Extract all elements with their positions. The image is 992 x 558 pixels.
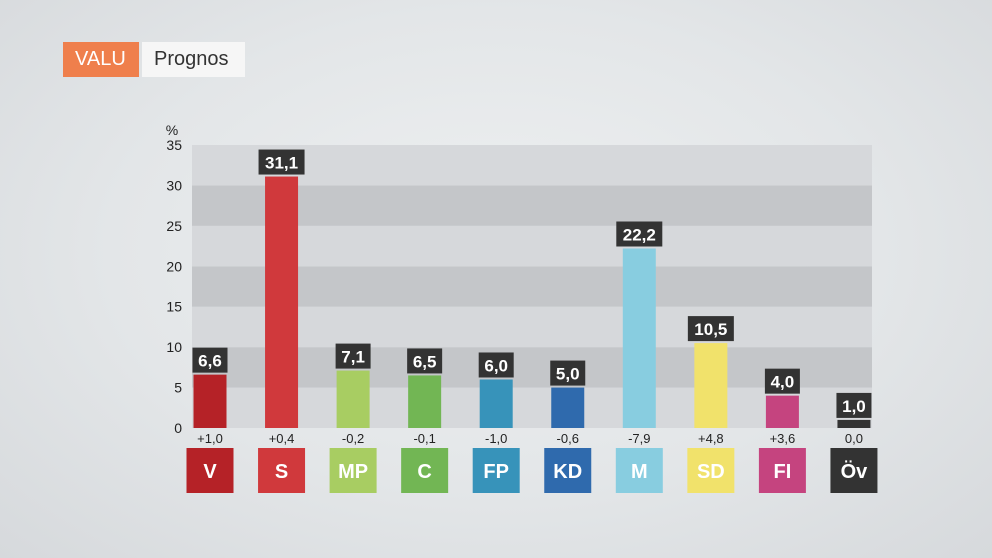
- value-label-box: [335, 343, 371, 369]
- grid-band: [192, 347, 872, 388]
- change-label: -0,6: [557, 431, 579, 446]
- bars: [193, 176, 871, 428]
- change-label: +1,0: [197, 431, 223, 446]
- party-label-box: [615, 448, 663, 493]
- value-label: 6,6: [198, 352, 222, 371]
- party-label: FP: [483, 461, 509, 483]
- valu-badge: VALU: [63, 42, 139, 77]
- change-label: +3,6: [770, 431, 796, 446]
- value-label-box: [478, 352, 514, 378]
- value-label: 1,0: [842, 397, 866, 416]
- value-label: 4,0: [771, 373, 795, 392]
- value-label: 6,0: [484, 356, 508, 375]
- bar-FP: [479, 379, 513, 428]
- change-label: -0,2: [342, 431, 364, 446]
- bar-C: [408, 375, 442, 428]
- y-tick-label: 0: [174, 420, 182, 436]
- change-label: 0,0: [845, 431, 863, 446]
- party-label: MP: [338, 461, 368, 483]
- party-label-box: [687, 448, 735, 493]
- y-tick-label: 15: [166, 299, 182, 315]
- party-label: Öv: [841, 460, 869, 483]
- value-label-box: [192, 347, 228, 373]
- grid-band: [192, 145, 872, 186]
- grid-band: [192, 185, 872, 226]
- bar-MP: [336, 370, 370, 428]
- value-label-box: [764, 368, 800, 394]
- value-label-box: [407, 348, 443, 374]
- value-label: 31,1: [265, 154, 298, 173]
- party-label: KD: [553, 461, 582, 483]
- party-labels: V S MP C FP KD M SD FI Öv: [186, 448, 878, 493]
- bar-Öv: [837, 419, 871, 428]
- party-label-box: [758, 448, 806, 493]
- change-labels: +1,0 +0,4 -0,2 -0,1 -1,0 -0,6 -7,9 +4,8 +3,6 0,0: [197, 431, 863, 446]
- value-label: 7,1: [341, 348, 365, 367]
- party-label: M: [631, 461, 648, 483]
- y-tick-label: 5: [174, 380, 182, 396]
- bar-M: [622, 248, 656, 428]
- value-label-box: [258, 149, 305, 175]
- party-label-box: [329, 448, 377, 493]
- bar-V: [193, 374, 227, 428]
- value-label: 10,5: [694, 320, 727, 339]
- change-label: +0,4: [269, 431, 295, 446]
- party-label: V: [203, 461, 217, 483]
- prognos-badge: Prognos: [142, 42, 245, 77]
- value-label-box: [550, 360, 586, 386]
- y-tick-label: 30: [166, 177, 182, 193]
- header-badges: VALU Prognos: [63, 42, 245, 77]
- party-label: S: [275, 461, 288, 483]
- grid-band: [192, 306, 872, 348]
- y-tick-label: 20: [166, 258, 182, 274]
- grid-bands: [192, 145, 872, 428]
- bar-SD: [694, 343, 728, 428]
- value-label: 5,0: [556, 365, 580, 384]
- value-label: 22,2: [623, 225, 656, 244]
- bar-S: [265, 176, 299, 428]
- y-tick-label: 35: [166, 137, 182, 153]
- bar-KD: [551, 387, 585, 428]
- value-label-box: [836, 392, 872, 418]
- party-label-box: [472, 448, 520, 493]
- bar-FI: [765, 395, 799, 428]
- y-tick-label: 25: [166, 218, 182, 234]
- change-label: -0,1: [413, 431, 435, 446]
- y-axis-ticks: 0 5 10 15 20 25 30 35: [166, 137, 182, 436]
- party-label-box: [258, 448, 306, 493]
- value-label-box: [616, 221, 663, 247]
- grid-band: [192, 266, 872, 307]
- party-label: C: [417, 461, 431, 483]
- party-label-box: [830, 448, 878, 493]
- y-tick-label: 10: [166, 339, 182, 355]
- change-label: -1,0: [485, 431, 507, 446]
- party-label: FI: [774, 461, 792, 483]
- party-label: SD: [697, 461, 725, 483]
- party-label-box: [544, 448, 592, 493]
- grid-band: [192, 387, 872, 428]
- party-label-box: [401, 448, 449, 493]
- grid-band: [192, 225, 872, 267]
- change-label: +4,8: [698, 431, 724, 446]
- y-axis-unit: %: [166, 122, 178, 138]
- party-label-box: [186, 448, 234, 493]
- value-label-box: [687, 316, 734, 342]
- change-label: -7,9: [628, 431, 650, 446]
- value-labels: 6,6 31,1 7,1 6,5 6,0 5,0 22,2 10,5 4,0 1,0: [192, 149, 872, 418]
- value-label: 6,5: [413, 352, 437, 371]
